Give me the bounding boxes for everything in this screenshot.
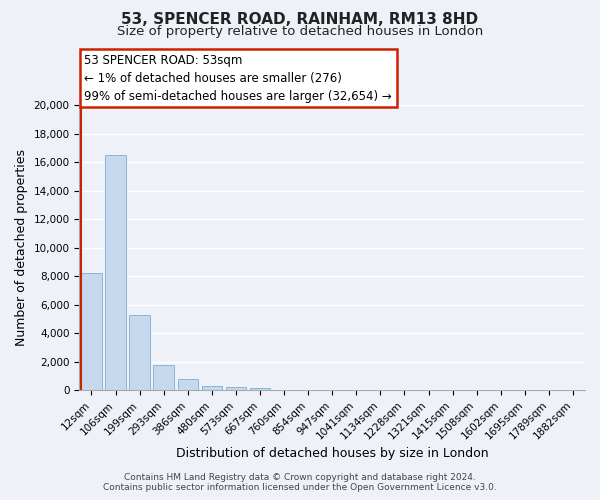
X-axis label: Distribution of detached houses by size in London: Distribution of detached houses by size … [176,447,488,460]
Text: Size of property relative to detached houses in London: Size of property relative to detached ho… [117,25,483,38]
Y-axis label: Number of detached properties: Number of detached properties [15,150,28,346]
Bar [154,364,174,390]
Text: Contains HM Land Registry data © Crown copyright and database right 2024.
Contai: Contains HM Land Registry data © Crown c… [103,473,497,492]
Bar [105,155,126,390]
Bar [130,314,150,390]
Bar [81,274,101,390]
Text: 53, SPENCER ROAD, RAINHAM, RM13 8HD: 53, SPENCER ROAD, RAINHAM, RM13 8HD [121,12,479,28]
Bar [226,388,246,390]
Text: 53 SPENCER ROAD: 53sqm
← 1% of detached houses are smaller (276)
99% of semi-det: 53 SPENCER ROAD: 53sqm ← 1% of detached … [85,54,392,102]
Bar [250,388,270,390]
Bar [202,386,222,390]
Bar [178,380,198,390]
